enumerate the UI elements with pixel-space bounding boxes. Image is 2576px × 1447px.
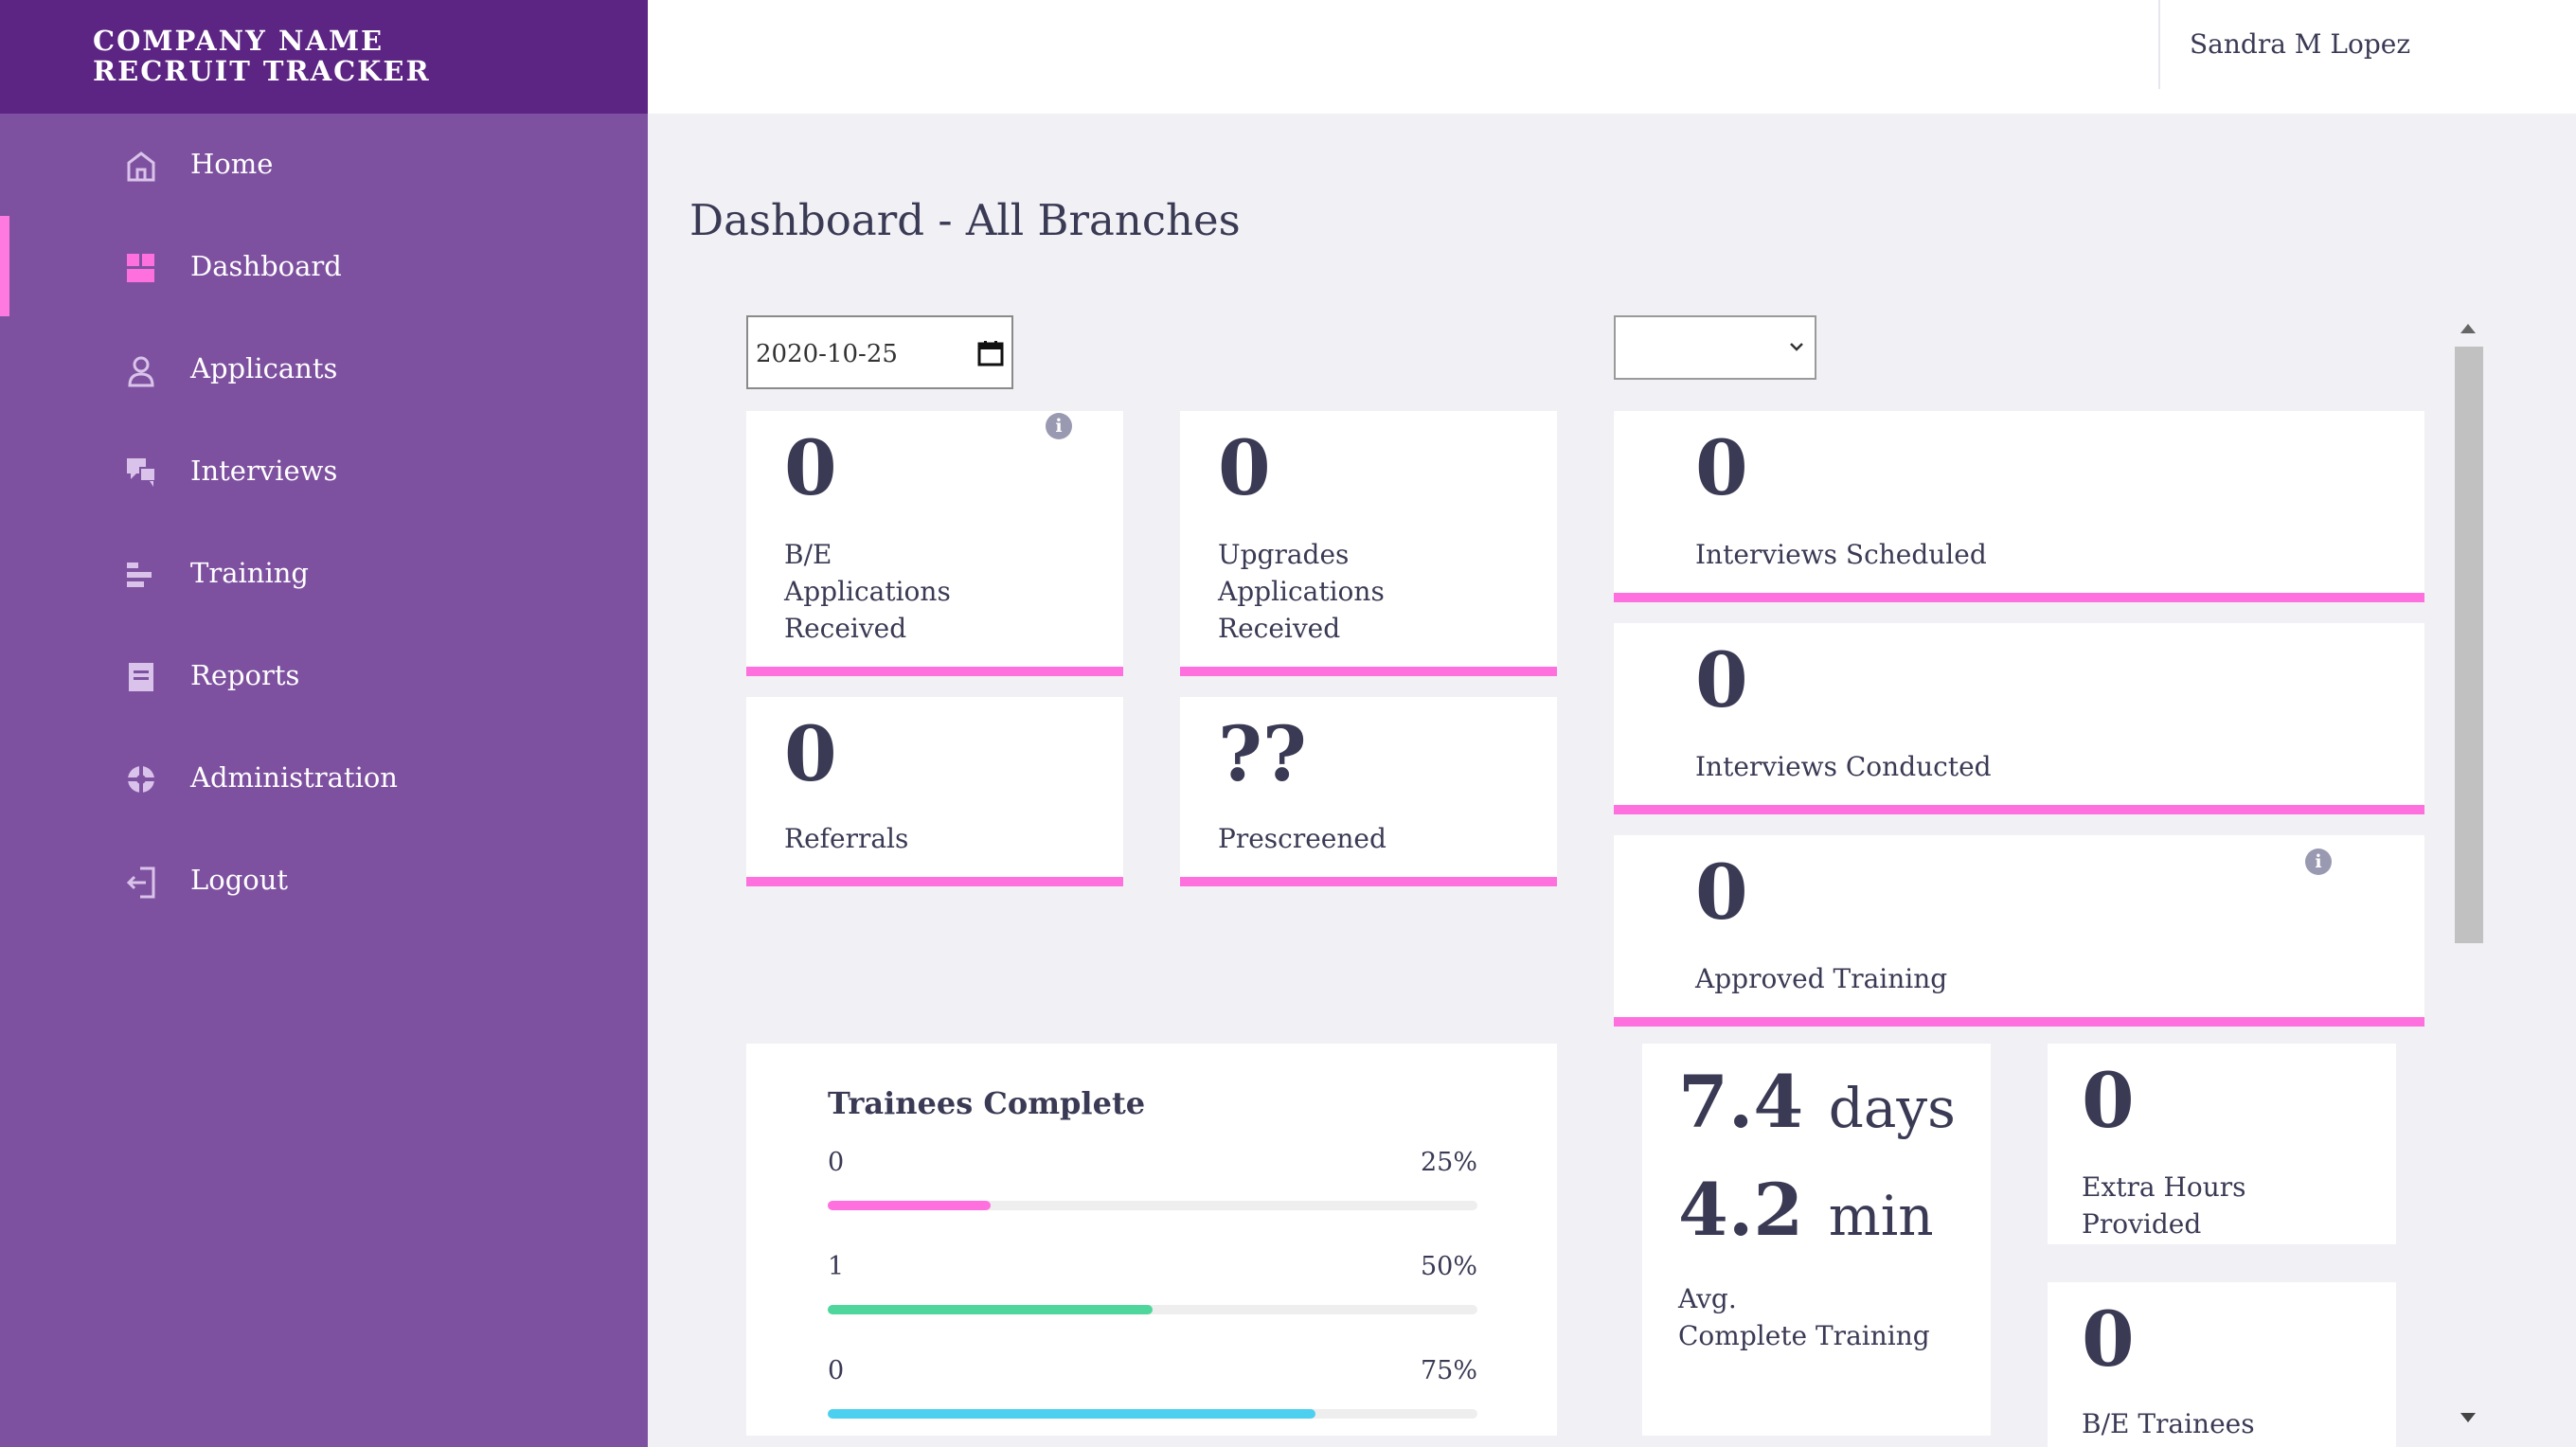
card-accent-bar: [1614, 593, 2424, 602]
progress-fill: [828, 1305, 1153, 1314]
report-icon: [129, 663, 153, 691]
progress-percent: 75%: [1420, 1356, 1477, 1385]
logout-icon: [126, 866, 155, 899]
sidebar-item-interviews[interactable]: Interviews: [0, 420, 648, 523]
extra-hours-card: 0 Extra Hours Provided: [2048, 1044, 2396, 1244]
upgrades-applications-card: 0 Upgrades Applications Received: [1180, 411, 1557, 676]
be-trainees-label: B/E Trainees: [2082, 1408, 2255, 1439]
progress-track: [828, 1305, 1477, 1314]
scroll-up-arrow-icon[interactable]: [2460, 324, 2476, 333]
scroll-down-arrow-icon[interactable]: [2460, 1413, 2476, 1422]
sidebar-item-label: Dashboard: [190, 250, 342, 282]
upgrades-applications-count: 0: [1218, 423, 1271, 512]
date-input[interactable]: 2020-10-25: [746, 315, 1013, 389]
progress-count: 0: [828, 1148, 845, 1177]
active-nav-indicator: [0, 216, 9, 316]
sidebar-item-label: Home: [190, 148, 274, 180]
page-title: Dashboard - All Branches: [689, 195, 1241, 245]
interviews-scheduled-card: 0 Interviews Scheduled: [1614, 411, 2424, 602]
card-accent-bar: [746, 877, 1123, 886]
progress-count: 1: [828, 1252, 845, 1281]
top-bar: [648, 0, 2576, 114]
branch-select[interactable]: [1614, 315, 1816, 380]
chevron-down-icon: [1790, 343, 1803, 351]
app-name: RECRUIT TRACKER: [93, 55, 431, 87]
sidebar-item-label: Administration: [190, 761, 398, 794]
extra-hours-count: 0: [2082, 1056, 2135, 1145]
referrals-count: 0: [784, 709, 837, 798]
referrals-card: 0 Referrals: [746, 697, 1123, 886]
sidebar-item-applicants[interactable]: Applicants: [0, 318, 648, 420]
date-value: 2020-10-25: [756, 340, 898, 368]
sidebar-item-label: Applicants: [190, 352, 338, 384]
prescreened-count: ??: [1218, 709, 1307, 798]
user-menu[interactable]: Sandra M Lopez: [2190, 28, 2411, 60]
sidebar: COMPANY NAME RECRUIT TRACKER Home Dashbo…: [0, 0, 648, 1447]
interviews-scheduled-count: 0: [1695, 423, 1748, 512]
progress-track: [828, 1409, 1477, 1419]
trainees-complete-panel: Trainees Complete 0 25% 1 50% 0 75%: [746, 1044, 1557, 1436]
bars-icon: [127, 563, 152, 587]
card-accent-bar: [1180, 667, 1557, 676]
progress-track: [828, 1201, 1477, 1210]
card-accent-bar: [1614, 1017, 2424, 1027]
progress-fill: [828, 1409, 1315, 1419]
avg-training-panel: 7.4 days 4.2 min Avg. Complete Training: [1642, 1044, 1991, 1436]
calendar-icon[interactable]: [977, 340, 1004, 366]
chat-icon: [127, 458, 156, 487]
sidebar-item-logout[interactable]: Logout: [0, 830, 648, 932]
home-icon: [127, 152, 155, 182]
progress-percent: 25%: [1420, 1148, 1477, 1177]
referrals-label: Referrals: [784, 823, 909, 854]
approved-training-card: 0 Approved Training i: [1614, 835, 2424, 1027]
trainees-complete-title: Trainees Complete: [828, 1085, 1146, 1121]
interviews-scheduled-label: Interviews Scheduled: [1695, 539, 1987, 570]
sidebar-item-label: Interviews: [190, 455, 338, 487]
extra-hours-label: Extra Hours Provided: [2082, 1171, 2246, 1240]
sidebar-item-label: Training: [190, 557, 309, 589]
card-accent-bar: [1180, 877, 1557, 886]
progress-percent: 50%: [1420, 1252, 1477, 1281]
company-name: COMPANY NAME: [93, 25, 385, 57]
be-applications-count: 0: [784, 423, 837, 512]
approved-training-label: Approved Training: [1695, 963, 1948, 994]
prescreened-label: Prescreened: [1218, 823, 1386, 854]
progress-fill: [828, 1201, 991, 1210]
sidebar-item-reports[interactable]: Reports: [0, 625, 648, 727]
globe-icon: [128, 766, 154, 793]
progress-count: 0: [828, 1356, 845, 1385]
be-trainees-card: 0 B/E Trainees: [2048, 1282, 2396, 1447]
sidebar-item-training[interactable]: Training: [0, 523, 648, 625]
card-accent-bar: [746, 667, 1123, 676]
be-applications-card: 0 B/E Applications Received i: [746, 411, 1123, 676]
brand-header: COMPANY NAME RECRUIT TRACKER: [0, 0, 648, 114]
approved-training-count: 0: [1695, 848, 1748, 937]
card-accent-bar: [1614, 805, 2424, 814]
sidebar-item-home[interactable]: Home: [0, 114, 648, 216]
prescreened-card: ?? Prescreened: [1180, 697, 1557, 886]
avg-min-stat: 4.2 min: [1678, 1168, 1934, 1252]
sidebar-item-dashboard[interactable]: Dashboard: [0, 216, 648, 318]
sidebar-item-label: Reports: [190, 659, 300, 691]
interviews-conducted-label: Interviews Conducted: [1695, 751, 1992, 782]
divider: [2158, 0, 2160, 89]
scrollbar-thumb[interactable]: [2455, 347, 2483, 943]
info-icon[interactable]: i: [1046, 413, 1072, 439]
info-icon[interactable]: i: [2305, 849, 2332, 875]
be-applications-label: B/E Applications Received: [784, 539, 951, 644]
sidebar-item-administration[interactable]: Administration: [0, 727, 648, 830]
be-trainees-count: 0: [2082, 1295, 2135, 1384]
user-icon: [128, 356, 154, 387]
avg-training-label: Avg. Complete Training: [1678, 1283, 1930, 1351]
interviews-conducted-card: 0 Interviews Conducted: [1614, 623, 2424, 814]
upgrades-applications-label: Upgrades Applications Received: [1218, 539, 1385, 644]
avg-days-stat: 7.4 days: [1678, 1060, 1956, 1144]
sidebar-item-label: Logout: [190, 864, 289, 896]
dashboard-icon: [127, 254, 154, 282]
interviews-conducted-count: 0: [1695, 635, 1748, 724]
